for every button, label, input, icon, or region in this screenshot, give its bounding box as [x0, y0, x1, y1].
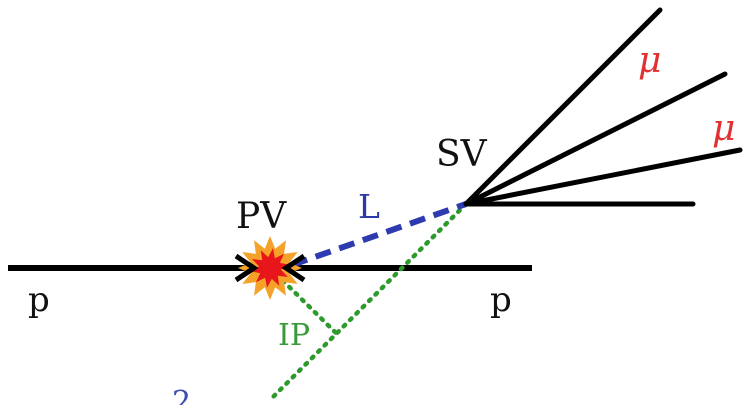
- muon-label-1: μ: [638, 40, 661, 81]
- arrow-head-icon: [234, 253, 259, 283]
- track-3: [463, 147, 743, 207]
- footer-mark: 2: [172, 385, 191, 405]
- proton-right-label: p: [490, 280, 512, 320]
- muon-label-2: μ: [712, 108, 735, 149]
- impact-parameter-label: IP: [278, 318, 310, 353]
- arrow-head-icon: [281, 253, 306, 283]
- pv-label: PV: [236, 196, 287, 237]
- muon-track-2: [463, 71, 728, 207]
- decay-length-label: L: [358, 187, 380, 226]
- collision-burst-icon: [238, 236, 302, 300]
- sv-label: SV: [436, 134, 488, 175]
- secondary-tracks: [463, 7, 743, 207]
- proton-left-label: p: [28, 280, 50, 320]
- impact-parameter-line: [267, 201, 469, 403]
- impact-parameter-perpendicular: [267, 265, 339, 336]
- muon-track-1: [463, 7, 663, 207]
- decay-length-line: [291, 201, 467, 268]
